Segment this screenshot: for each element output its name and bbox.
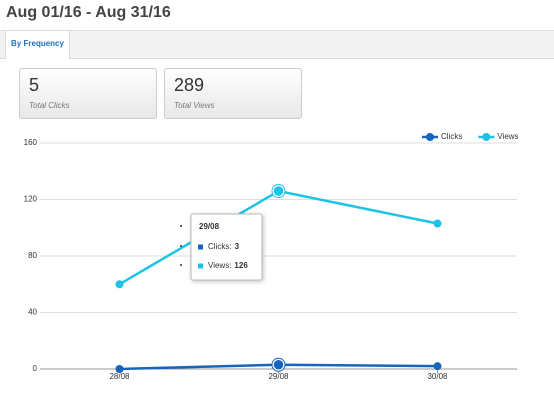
tab-bar: By Frequency xyxy=(0,30,554,59)
tooltip-label: Clicks: xyxy=(208,242,232,251)
tooltip-swatch xyxy=(198,244,203,250)
x-tick-label: 29/08 xyxy=(268,372,289,381)
tooltip-label: Views: xyxy=(208,261,231,270)
y-tick-label: 0 xyxy=(33,364,38,373)
data-point xyxy=(272,184,285,198)
tooltip-title: 29/08 xyxy=(199,222,220,231)
stat-value: 289 xyxy=(174,75,205,95)
x-tick-label: 28/08 xyxy=(109,372,130,381)
legend-swatch xyxy=(426,133,434,141)
legend-item: Views xyxy=(478,132,519,141)
point-halo xyxy=(271,357,286,372)
series-line xyxy=(118,189,438,286)
legend-item: Clicks xyxy=(422,132,462,141)
stat-value: 5 xyxy=(29,75,40,95)
bullet-artifact xyxy=(180,225,182,227)
y-tick-label: 160 xyxy=(24,138,38,147)
stat-label: Total Views xyxy=(174,101,215,110)
tab[interactable]: By Frequency xyxy=(5,30,70,59)
legend-swatch xyxy=(482,133,491,141)
y-tick-label: 120 xyxy=(24,195,38,204)
x-tick-label: 30/08 xyxy=(427,372,448,381)
stat-label: Total Clicks xyxy=(29,101,70,110)
data-point xyxy=(115,365,124,373)
stat-card: 5 Total Clicks xyxy=(19,68,157,119)
data-point xyxy=(115,280,124,289)
tooltip-value: 126 xyxy=(234,261,248,270)
bullet-artifact xyxy=(180,245,182,247)
data-point xyxy=(433,219,442,228)
y-tick-label: 40 xyxy=(28,308,37,317)
bullet-artifact xyxy=(180,264,182,266)
tooltip-value: 3 xyxy=(235,242,240,251)
data-point xyxy=(272,358,285,372)
y-tick-label: 80 xyxy=(28,251,37,260)
data-point xyxy=(433,362,442,371)
tooltip-swatch xyxy=(198,263,203,269)
legend-label: Clicks xyxy=(441,132,462,141)
stat-card: 289 Total Views xyxy=(164,68,302,119)
page-title: Aug 01/16 - Aug 31/16 xyxy=(6,4,171,21)
point-halo xyxy=(271,184,286,199)
tooltip-box xyxy=(190,213,263,281)
legend-label: Views xyxy=(497,132,518,141)
